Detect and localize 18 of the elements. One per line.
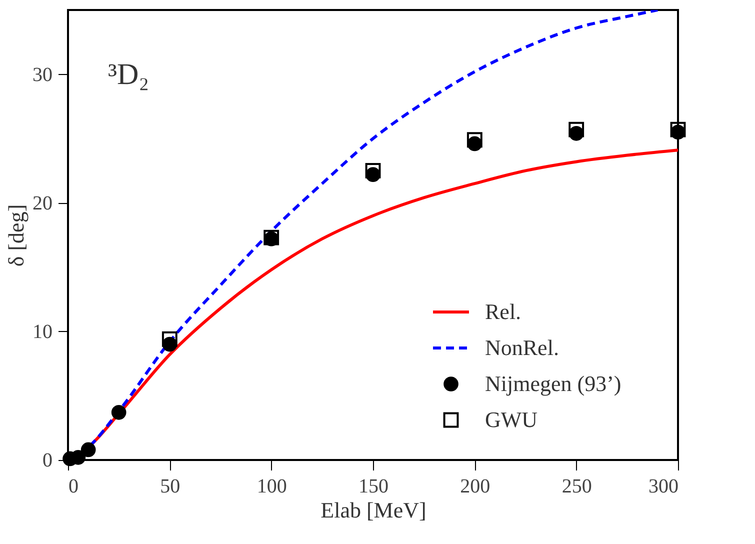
y-tick-label: 20 (32, 192, 52, 214)
y-tick-label: 10 (32, 320, 52, 343)
legend-label: GWU (485, 407, 538, 432)
legend-label: Nijmegen (93’) (485, 371, 622, 396)
y-tick-label: 0 (42, 450, 52, 472)
x-tick-label: 250 (562, 476, 592, 498)
y-tick-label: 30 (32, 64, 52, 86)
legend-label: Rel. (485, 299, 522, 324)
x-tick-label: 50 (160, 476, 180, 498)
annotation: ³D₂ (108, 58, 150, 91)
x-tick-label: 100 (256, 476, 287, 498)
x-tick-label: 0 (68, 476, 78, 498)
x-tick-label: 300 (648, 476, 678, 498)
x-tick-label: 200 (460, 476, 490, 498)
y-axis-title: δ [deg] (4, 204, 28, 267)
x-tick-label: 150 (358, 476, 388, 498)
legend-label: NonRel. (485, 335, 559, 360)
x-axis-title: Elab [MeV] (320, 498, 426, 522)
